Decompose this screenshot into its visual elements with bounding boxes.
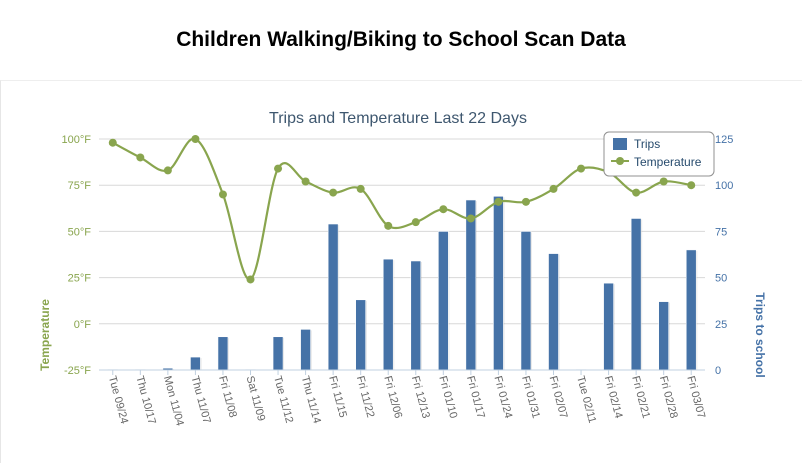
trips-bar[interactable] bbox=[217, 336, 229, 371]
temperature-point[interactable] bbox=[466, 214, 475, 223]
trips-bar[interactable] bbox=[410, 260, 422, 371]
temperature-point[interactable] bbox=[163, 166, 172, 175]
trips-bar[interactable] bbox=[355, 299, 366, 371]
trips-bar[interactable] bbox=[493, 195, 504, 371]
x-tick-label: Tue 02/11 bbox=[574, 375, 598, 425]
temperature-point[interactable] bbox=[108, 138, 117, 147]
x-tick-label: Fri 11/22 bbox=[354, 375, 377, 419]
chart-title: Trips and Temperature Last 22 Days bbox=[269, 110, 527, 127]
temperature-point[interactable] bbox=[301, 177, 310, 186]
temperature-point[interactable] bbox=[329, 188, 338, 197]
temperature-point[interactable] bbox=[549, 184, 558, 193]
trips-bar[interactable] bbox=[438, 231, 449, 371]
temperature-point[interactable] bbox=[521, 197, 530, 206]
temperature-point[interactable] bbox=[246, 275, 255, 284]
trips-bars[interactable] bbox=[107, 195, 698, 371]
right-axis-ticks: 0 25 50 75 100 125 bbox=[715, 134, 733, 377]
x-tick-label: Fri 01/31 bbox=[519, 375, 542, 420]
temperature-point[interactable] bbox=[687, 181, 696, 190]
x-tick-label: Fri 01/17 bbox=[464, 375, 487, 420]
trips-bar[interactable] bbox=[658, 301, 669, 371]
x-tick-label: Tue 09/24 bbox=[106, 375, 130, 426]
x-axis-ticks: Tue 09/24 Thu 10/17 Mon 11/04 Thu 11/07 Fri … bbox=[99, 369, 707, 428]
left-axis-label: Temperature bbox=[38, 299, 52, 371]
legend-temperature-label[interactable]: Temperature bbox=[634, 155, 702, 169]
combo-chart: Trips and Temperature Last 22 Days -25°F… bbox=[38, 110, 767, 428]
x-tick-label: Fri 02/21 bbox=[629, 375, 652, 420]
left-tick-label: 100°F bbox=[62, 134, 92, 146]
temperature-point[interactable] bbox=[494, 197, 503, 206]
trips-bar[interactable] bbox=[520, 231, 532, 371]
trips-bar[interactable] bbox=[327, 223, 339, 371]
right-tick-label: 25 bbox=[715, 319, 727, 331]
right-tick-label: 50 bbox=[715, 273, 727, 285]
trips-bar[interactable] bbox=[272, 336, 284, 371]
x-tick-label: Fri 12/13 bbox=[409, 375, 432, 420]
temperature-point[interactable] bbox=[384, 221, 393, 230]
x-tick-label: Fri 01/10 bbox=[436, 375, 459, 420]
legend[interactable]: Trips Temperature bbox=[603, 131, 715, 177]
legend-box bbox=[603, 131, 715, 177]
trips-bar[interactable] bbox=[382, 258, 394, 371]
right-tick-label: 75 bbox=[715, 226, 727, 238]
x-tick-label: Fri 01/24 bbox=[492, 375, 515, 420]
left-tick-label: 75°F bbox=[68, 180, 92, 192]
legend-trips-swatch bbox=[613, 138, 627, 150]
temperature-point[interactable] bbox=[218, 190, 227, 199]
temperature-point[interactable] bbox=[577, 164, 586, 173]
trips-bar[interactable] bbox=[300, 329, 311, 371]
temperature-point[interactable] bbox=[191, 135, 200, 143]
temperature-point[interactable] bbox=[411, 218, 420, 227]
temperature-point[interactable] bbox=[274, 164, 283, 173]
x-tick-label: Tue 11/12 bbox=[271, 375, 295, 425]
temperature-point[interactable] bbox=[439, 205, 448, 214]
right-axis-label: Trips to school bbox=[753, 292, 767, 377]
x-tick-label: Fri 02/14 bbox=[602, 375, 625, 420]
x-tick-label: Sat 11/09 bbox=[244, 375, 268, 423]
x-tick-label: Thu 10/17 bbox=[133, 375, 157, 426]
right-tick-label: 100 bbox=[715, 180, 733, 192]
page-title: Children Walking/Biking to School Scan D… bbox=[176, 28, 626, 51]
trips-bar[interactable] bbox=[685, 249, 697, 371]
x-tick-label: Fri 03/07 bbox=[684, 375, 707, 420]
trips-bar[interactable] bbox=[465, 199, 477, 371]
trips-bar[interactable] bbox=[548, 253, 559, 371]
x-tick-label: Thu 11/14 bbox=[299, 375, 323, 425]
temperature-line[interactable] bbox=[108, 135, 696, 284]
temperature-point[interactable] bbox=[356, 184, 365, 193]
right-tick-label: 125 bbox=[715, 134, 733, 146]
x-tick-label: Fri 11/08 bbox=[216, 375, 239, 419]
x-tick-label: Fri 11/15 bbox=[326, 375, 349, 419]
x-tick-label: Mon 11/04 bbox=[161, 375, 186, 428]
legend-trips-label[interactable]: Trips bbox=[634, 137, 660, 151]
x-tick-label: Fri 12/06 bbox=[381, 375, 404, 420]
left-tick-label: 50°F bbox=[68, 226, 92, 238]
x-tick-label: Fri 02/28 bbox=[657, 375, 680, 420]
trips-bar[interactable] bbox=[630, 218, 642, 371]
temperature-point[interactable] bbox=[136, 153, 145, 162]
x-tick-label: Thu 11/07 bbox=[189, 375, 213, 425]
left-tick-label: 25°F bbox=[68, 273, 92, 285]
x-tick-label: Fri 02/07 bbox=[547, 375, 570, 420]
trips-bar[interactable] bbox=[603, 282, 614, 371]
left-axis-ticks: -25°F 0°F 25°F 50°F 75°F 100°F bbox=[62, 134, 92, 377]
temperature-point[interactable] bbox=[632, 188, 641, 197]
temperature-point[interactable] bbox=[659, 177, 668, 186]
left-tick-label: 0°F bbox=[74, 319, 92, 331]
trips-bar[interactable] bbox=[190, 356, 201, 371]
left-tick-label: -25°F bbox=[64, 365, 91, 377]
right-tick-label: 0 bbox=[715, 365, 721, 377]
chart-panel: Trips and Temperature Last 22 Days -25°F… bbox=[0, 80, 802, 463]
legend-temperature-swatch-marker bbox=[616, 157, 624, 165]
